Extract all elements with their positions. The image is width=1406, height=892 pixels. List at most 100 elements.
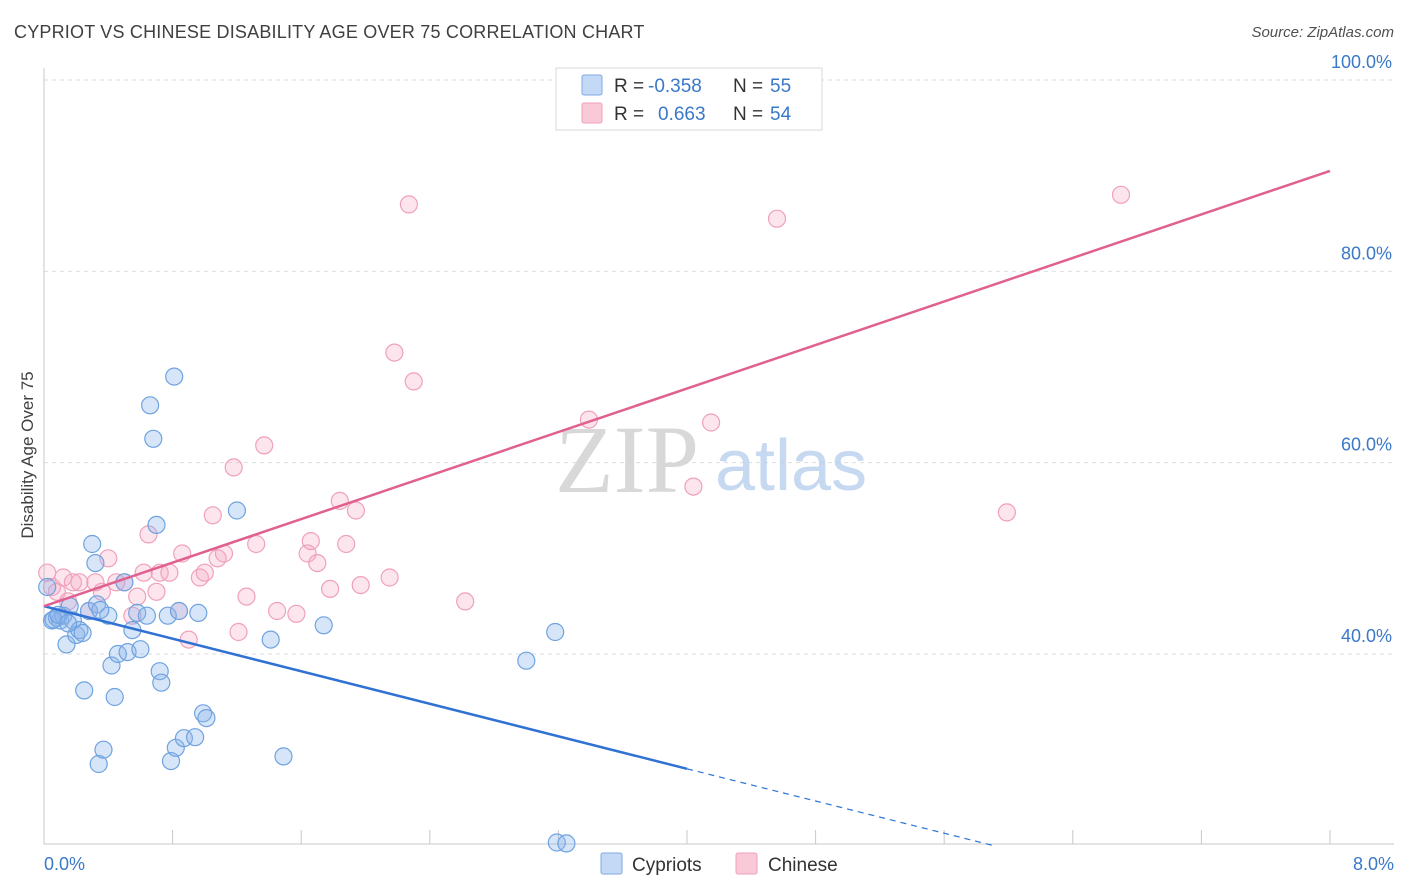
cypriots-point-29: [144, 429, 163, 448]
cypriots-point-10: [73, 623, 92, 643]
cypriots-point-40: [189, 603, 208, 623]
series-legend-swatch-chinese: [735, 852, 758, 875]
cypriots-point-9: [70, 620, 89, 640]
legend-swatch-blue: [581, 74, 603, 96]
cypriots-point-37: [169, 601, 189, 621]
cypriots-point-45: [274, 747, 293, 766]
chinese-point-31: [247, 534, 266, 554]
cypriots-point-54: [91, 600, 110, 620]
gridlines: [44, 79, 1394, 655]
series-legend-swatch-cypriots: [600, 852, 623, 875]
cypriots-point-48: [546, 622, 565, 642]
chinese-point-34: [287, 604, 306, 623]
y-tick-label-100: 100.0%: [1331, 52, 1392, 72]
chinese-point-45: [399, 195, 418, 214]
stats-legend: R = -0.358 N = 55 R = 0.663 N = 54: [555, 67, 823, 131]
watermark-atlas: atlas: [715, 426, 867, 506]
legend-swatch-pink: [581, 102, 603, 124]
watermark-zip: ZIP: [555, 406, 699, 513]
legend-n-label-pink: N =: [733, 104, 763, 125]
source-label: Source: ZipAtlas.com: [1251, 24, 1394, 41]
chinese-point-24: [195, 563, 214, 582]
chinese-trendline: [43, 169, 1331, 608]
chinese-point-5: [63, 573, 83, 592]
cypriots-point-47: [517, 651, 536, 670]
cypriots-point-5: [57, 635, 76, 654]
chinese-point-38: [321, 579, 340, 599]
chinese-point-6: [70, 573, 89, 592]
series-legend: Cypriots Chinese: [600, 852, 838, 876]
chinese-point-30: [237, 587, 256, 606]
cypriots-point-46: [314, 616, 333, 635]
cypriots-point-11: [75, 681, 94, 700]
cypriots-point-50: [557, 834, 576, 853]
cypriots-point-19: [102, 656, 121, 675]
cypriots-point-31: [150, 662, 169, 681]
y-axis-label: Disability Age Over 75: [18, 371, 37, 538]
chinese-point-25: [203, 506, 222, 525]
legend-n-value-pink: 54: [770, 104, 792, 125]
legend-r-label-pink: R =: [614, 104, 644, 125]
chinese-point-51: [767, 209, 787, 228]
legend-r-value-blue: -0.358: [648, 76, 702, 97]
cypriots-point-30: [147, 515, 166, 535]
cypriots-point-27: [137, 606, 156, 625]
cypriots-point-32: [152, 673, 171, 692]
series-legend-label-cypriots: Cypriots: [632, 855, 702, 876]
chinese-point-42: [351, 575, 370, 595]
chinese-point-49: [684, 477, 703, 496]
chinese-point-37: [308, 553, 327, 573]
chinese-point-43: [380, 568, 399, 587]
cypriots-point-28: [141, 396, 160, 415]
chinese-point-47: [456, 592, 475, 611]
chinese-point-52: [997, 503, 1017, 522]
x-tick-label-max: 8.0%: [1353, 854, 1394, 874]
chinese-point-53: [1111, 185, 1131, 204]
legend-r-value-pink: 0.663: [658, 104, 706, 125]
cypriots-point-43: [227, 501, 246, 520]
legend-n-label-blue: N =: [733, 76, 763, 97]
chinese-point-50: [701, 413, 721, 432]
series-legend-label-chinese: Chinese: [768, 855, 838, 876]
cypriots-point-15: [87, 595, 107, 614]
cypriots-point-13: [83, 534, 102, 554]
chinese-point-13: [123, 606, 142, 625]
chinese-point-28: [224, 458, 243, 477]
trendlines: [43, 169, 1331, 846]
chinese-point-33: [268, 601, 287, 621]
y-tick-labels: 40.0% 60.0% 80.0% 100.0%: [1331, 52, 1392, 646]
cypriots-point-26: [131, 640, 150, 659]
x-tick-label-min: 0.0%: [44, 854, 85, 874]
chinese-point-29: [229, 622, 248, 642]
y-tick-label-80: 80.0%: [1341, 243, 1392, 263]
chinese-point-17: [147, 582, 166, 601]
cypriots-point-35: [165, 367, 184, 386]
cypriots-point-20: [105, 687, 124, 707]
chinese-point-41: [346, 501, 365, 520]
chinese-points: [38, 185, 1131, 649]
y-tick-label-40: 40.0%: [1341, 626, 1392, 646]
cypriots-point-17: [94, 740, 113, 759]
chinese-point-32: [255, 436, 274, 455]
legend-r-label-blue: R =: [614, 76, 644, 97]
cypriots-point-53: [58, 614, 78, 633]
cypriots-point-14: [86, 553, 105, 573]
cypriots-point-49: [547, 833, 566, 852]
chinese-point-44: [385, 343, 404, 362]
chart-title: CYPRIOT VS CHINESE DISABILITY AGE OVER 7…: [14, 22, 645, 42]
cypriots-points: [38, 367, 576, 853]
chinese-point-36: [301, 531, 320, 551]
cypriots-point-44: [261, 630, 280, 649]
legend-n-value-blue: 55: [770, 76, 791, 97]
cypriots-point-42: [197, 708, 216, 728]
chinese-point-40: [337, 534, 356, 554]
y-tick-label-60: 60.0%: [1341, 435, 1392, 455]
cypriots-point-39: [186, 728, 205, 747]
cypriots-point-0: [38, 577, 57, 597]
x-axis-ticks: [43, 830, 1331, 844]
cypriots-point-33: [158, 606, 177, 625]
cypriots-trendline-extension: [686, 768, 993, 846]
cypriots-point-16: [89, 754, 108, 774]
chinese-point-14: [128, 587, 147, 606]
